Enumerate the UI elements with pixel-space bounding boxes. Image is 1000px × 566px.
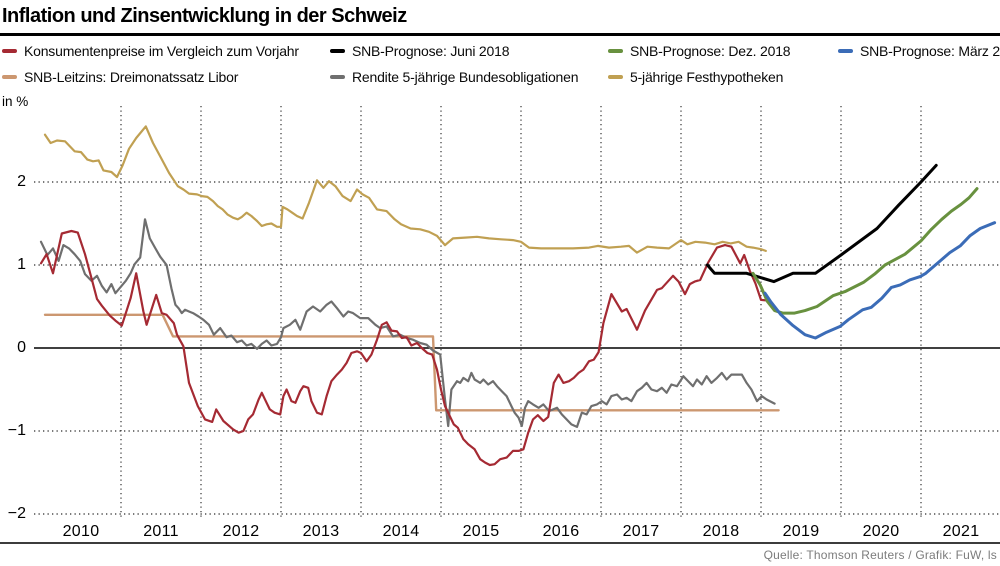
y-tick-label: 0 <box>17 339 26 356</box>
legend-swatch <box>330 48 345 54</box>
series-line <box>705 163 938 284</box>
legend-label: SNB-Prognose: Juni 2018 <box>352 43 510 59</box>
legend-label: Konsumentenpreise im Vergleich zum Vorja… <box>24 43 299 59</box>
series-line <box>43 125 767 254</box>
x-tick-label: 2018 <box>702 523 740 540</box>
y-tick-label: −2 <box>7 505 26 522</box>
x-tick-label: 2020 <box>862 523 900 540</box>
x-tick-label: 2015 <box>462 523 500 540</box>
chart-title: Inflation und Zinsentwicklung in der Sch… <box>2 5 407 27</box>
title-divider <box>0 33 1000 36</box>
legend-swatch <box>608 48 623 54</box>
x-tick-label: 2011 <box>143 523 179 540</box>
x-tick-label: 2017 <box>622 523 660 540</box>
source-credit: Quelle: Thomson Reuters / Grafik: FuW, l… <box>763 548 997 562</box>
bottom-divider <box>0 542 1000 544</box>
series-line <box>39 229 771 467</box>
legend-swatch <box>2 74 17 80</box>
legend-label: SNB-Leitzins: Dreimonatssatz Libor <box>24 69 239 85</box>
legend-label: Rendite 5-jährige Bundesobligationen <box>352 69 579 85</box>
legend-item: SNB-Prognose: Dez. 2018 <box>608 43 791 59</box>
series-line <box>751 187 979 315</box>
legend-label: SNB-Prognose: März 2019 <box>860 43 1000 59</box>
legend-swatch <box>838 48 853 54</box>
x-tick-label: 2010 <box>62 523 100 540</box>
legend-label: 5-jährige Festhypotheken <box>630 69 784 85</box>
series-line <box>39 218 776 428</box>
legend-item: Rendite 5-jährige Bundesobligationen <box>330 69 579 85</box>
x-tick-label: 2014 <box>382 523 420 540</box>
y-axis-unit-label: in % <box>2 94 29 109</box>
y-tick-label: 1 <box>17 256 26 273</box>
legend-item: Konsumentenpreise im Vergleich zum Vorja… <box>2 43 299 59</box>
x-tick-label: 2019 <box>782 523 820 540</box>
x-tick-label: 2012 <box>222 523 260 540</box>
legend-item: 5-jährige Festhypotheken <box>608 69 783 85</box>
x-tick-label: 2016 <box>542 523 580 540</box>
y-tick-label: −1 <box>7 422 26 439</box>
series-line <box>43 313 780 412</box>
legend-swatch <box>330 74 345 80</box>
x-tick-label: 2021 <box>942 523 980 540</box>
legend-item: SNB-Prognose: März 2019 <box>838 43 1000 59</box>
x-tick-label: 2013 <box>302 523 340 540</box>
legend-swatch <box>2 48 17 54</box>
legend-item: SNB-Prognose: Juni 2018 <box>330 43 509 59</box>
series-line <box>763 221 997 340</box>
legend-label: SNB-Prognose: Dez. 2018 <box>630 43 791 59</box>
legend-swatch <box>608 74 623 80</box>
y-tick-label: 2 <box>17 173 26 190</box>
legend-item: SNB-Leitzins: Dreimonatssatz Libor <box>2 69 238 85</box>
